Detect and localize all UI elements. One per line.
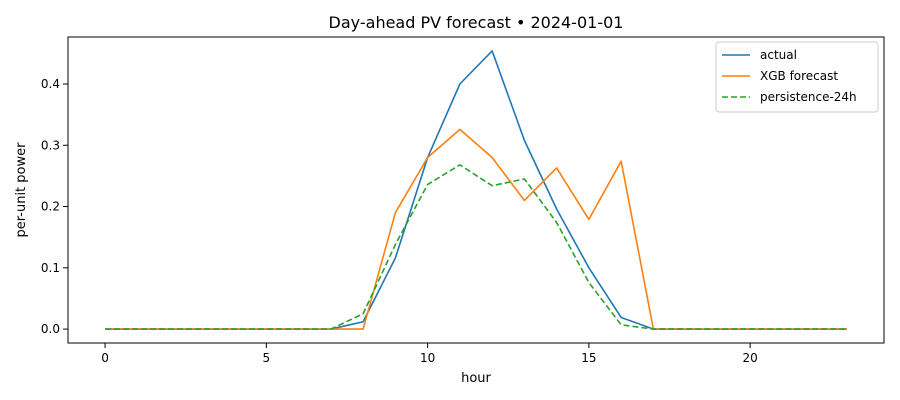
legend-label: actual <box>760 48 797 62</box>
series-line-persistence-24h <box>105 164 847 330</box>
x-tick-label: 0 <box>101 351 109 365</box>
y-tick-label: 0.0 <box>41 322 60 336</box>
series-lines <box>105 50 847 330</box>
y-axis-label: per-unit power <box>14 142 29 238</box>
plot-area <box>67 36 885 344</box>
y-tick-label: 0.2 <box>41 200 60 214</box>
x-tick-label: 10 <box>420 351 435 365</box>
legend-label: XGB forecast <box>760 69 838 83</box>
legend-label: persistence-24h <box>760 90 857 104</box>
x-tick-label: 20 <box>743 351 758 365</box>
y-axis: 0.0 0.1 0.2 0.3 0.4 <box>41 77 68 336</box>
y-tick-label: 0.3 <box>41 138 60 152</box>
legend: actual XGB forecast persistence-24h <box>715 41 879 113</box>
x-axis: 0 5 10 15 20 <box>101 343 758 365</box>
y-tick-label: 0.1 <box>41 261 60 275</box>
x-tick-label: 15 <box>581 351 596 365</box>
x-axis-label: hour <box>461 371 491 386</box>
legend-box <box>715 41 879 113</box>
y-tick-label: 0.4 <box>41 77 60 91</box>
chart-title: Day-ahead PV forecast • 2024-01-01 <box>329 13 624 32</box>
x-tick-label: 5 <box>263 351 271 365</box>
